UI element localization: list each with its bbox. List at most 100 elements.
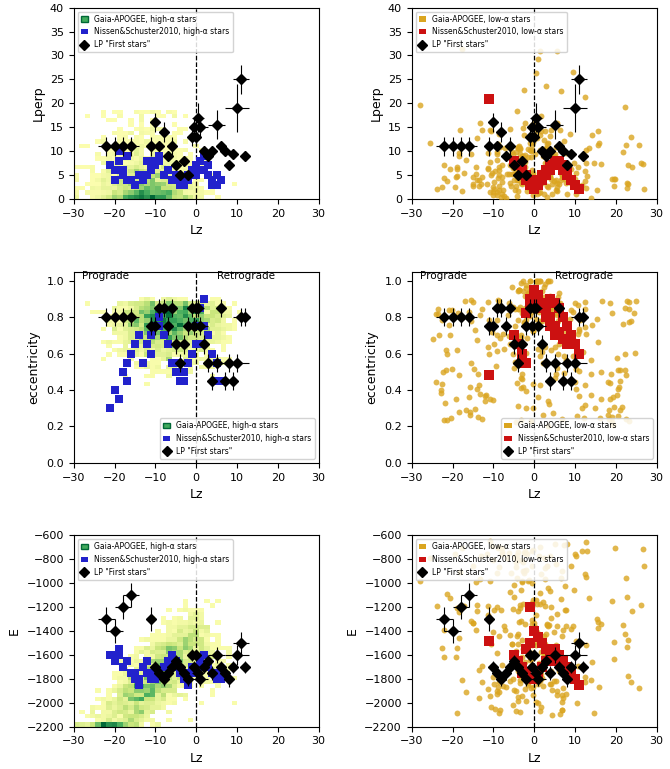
- Point: [590, 401, 600, 414]
- Bar: [194, 641, 199, 646]
- Point: [588, 158, 599, 170]
- Bar: [128, 693, 133, 697]
- Bar: [172, 114, 177, 118]
- Bar: [172, 122, 177, 127]
- Point: [533, 550, 544, 562]
- Point: [484, 92, 494, 105]
- Bar: [101, 705, 107, 710]
- Point: [530, 184, 541, 196]
- Bar: [155, 693, 161, 697]
- Point: [543, 181, 553, 193]
- Bar: [194, 357, 199, 361]
- Bar: [139, 365, 145, 369]
- Bar: [128, 671, 133, 676]
- Bar: [210, 633, 215, 638]
- Bar: [204, 156, 210, 161]
- Bar: [150, 654, 155, 659]
- Point: [466, 357, 476, 369]
- Point: [561, 338, 572, 351]
- Point: [158, 169, 169, 181]
- Bar: [150, 718, 155, 722]
- Bar: [166, 348, 172, 352]
- Bar: [194, 633, 199, 638]
- Point: [183, 357, 194, 369]
- Point: [133, 329, 144, 341]
- Point: [531, 695, 541, 707]
- Point: [537, 671, 548, 684]
- Bar: [161, 676, 166, 680]
- Bar: [177, 310, 182, 314]
- Point: [608, 173, 619, 185]
- Point: [557, 655, 568, 667]
- Point: [474, 379, 484, 391]
- Point: [541, 169, 552, 181]
- Point: [508, 672, 519, 684]
- Point: [133, 673, 144, 685]
- Bar: [150, 344, 155, 348]
- Point: [527, 305, 537, 318]
- Point: [528, 281, 539, 293]
- Bar: [220, 357, 226, 361]
- Bar: [123, 156, 128, 161]
- Point: [142, 169, 153, 181]
- Point: [511, 161, 522, 174]
- Bar: [177, 152, 182, 156]
- Bar: [210, 693, 215, 697]
- Point: [535, 701, 546, 713]
- Point: [610, 173, 620, 185]
- Point: [476, 124, 487, 136]
- Bar: [161, 335, 166, 340]
- Point: [502, 309, 513, 321]
- Bar: [194, 191, 199, 195]
- Bar: [177, 344, 182, 348]
- Bar: [215, 297, 220, 301]
- Point: [552, 117, 563, 129]
- Bar: [123, 340, 128, 344]
- Bar: [155, 114, 161, 118]
- Bar: [117, 169, 123, 174]
- Point: [523, 305, 534, 317]
- Point: [525, 174, 535, 186]
- Bar: [145, 361, 150, 365]
- Point: [509, 303, 520, 315]
- Bar: [177, 301, 182, 305]
- Bar: [95, 182, 101, 186]
- Bar: [150, 169, 155, 174]
- Point: [517, 574, 528, 587]
- Point: [518, 598, 529, 610]
- Point: [121, 655, 132, 667]
- Point: [513, 605, 523, 618]
- Bar: [133, 676, 139, 680]
- Point: [125, 348, 136, 360]
- Point: [508, 168, 519, 181]
- Point: [537, 661, 547, 673]
- Bar: [112, 182, 117, 186]
- Bar: [133, 651, 139, 654]
- Bar: [204, 340, 210, 344]
- Bar: [188, 301, 194, 305]
- Point: [121, 357, 132, 369]
- Point: [533, 670, 543, 682]
- Point: [211, 673, 222, 685]
- Point: [549, 150, 559, 162]
- Point: [527, 647, 537, 659]
- Bar: [150, 161, 155, 165]
- Point: [525, 293, 535, 305]
- Bar: [150, 684, 155, 688]
- Bar: [204, 646, 210, 651]
- Bar: [161, 310, 166, 314]
- Point: [545, 164, 556, 176]
- Bar: [220, 340, 226, 344]
- Point: [557, 158, 568, 170]
- Point: [557, 704, 567, 716]
- Bar: [139, 327, 145, 331]
- Bar: [166, 139, 172, 144]
- Bar: [133, 148, 139, 152]
- Point: [509, 329, 519, 341]
- Point: [508, 162, 519, 175]
- Bar: [139, 191, 145, 195]
- Bar: [117, 684, 123, 688]
- Bar: [155, 348, 161, 352]
- Point: [556, 565, 567, 578]
- Bar: [139, 340, 145, 344]
